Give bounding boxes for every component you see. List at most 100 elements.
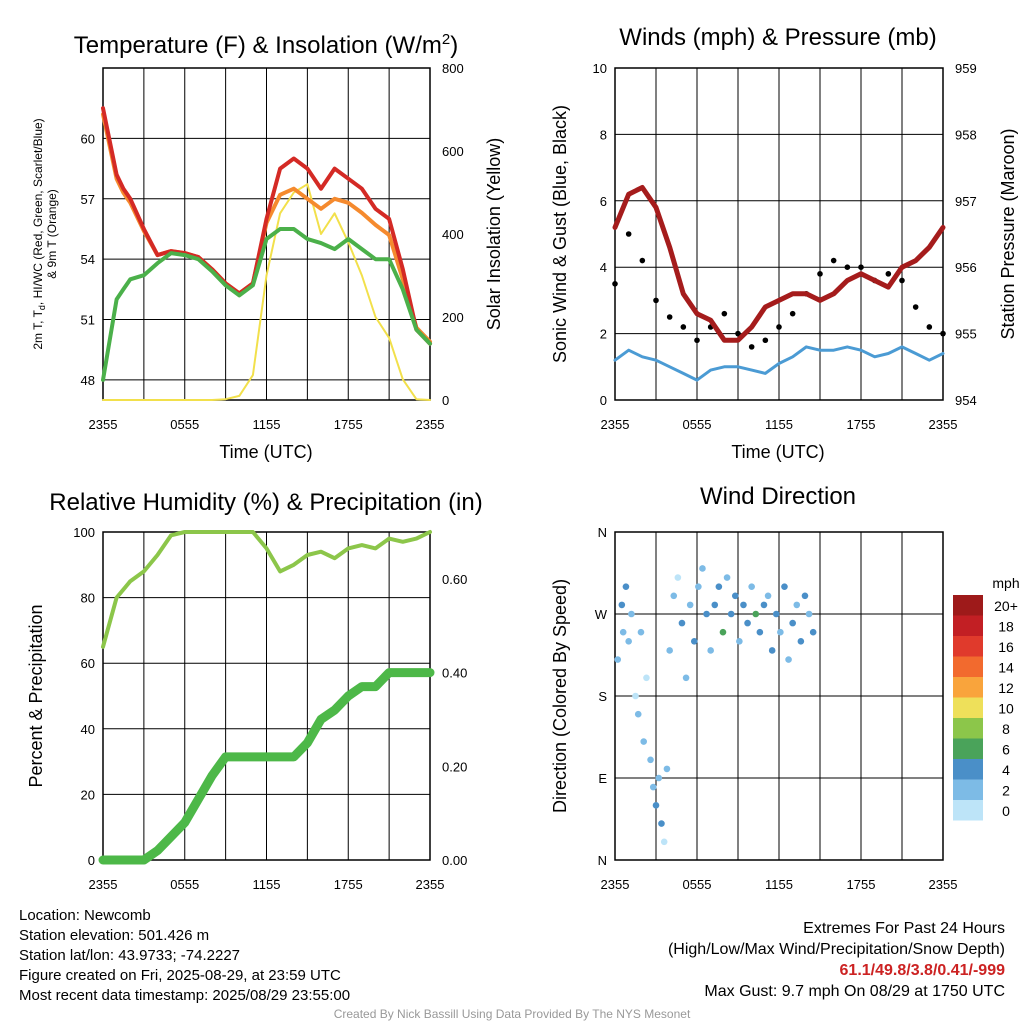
y2-tick-label: 956 xyxy=(955,260,977,275)
legend-swatch xyxy=(953,800,983,821)
gust-point xyxy=(694,337,700,344)
gust-point xyxy=(735,330,741,337)
gust-point xyxy=(639,257,646,264)
direction-point xyxy=(723,574,731,581)
direction-point xyxy=(686,601,694,609)
gust-point xyxy=(625,231,632,237)
direction-point xyxy=(647,756,654,764)
credit-text: Created By Nick Bassill Using Data Provi… xyxy=(333,1007,691,1021)
y2-tick-label: 958 xyxy=(955,127,977,142)
extremes-info: Extremes For Past 24 Hours (High/Low/Max… xyxy=(668,918,1005,1002)
direction-point xyxy=(748,583,755,590)
direction-point xyxy=(619,628,627,636)
y2-tick-label: 200 xyxy=(442,310,464,325)
direction-ylabel: Direction (Colored By Speed) xyxy=(550,579,570,813)
x-tick-label: 1755 xyxy=(847,877,876,892)
extremes-values: 61.1/49.8/3.8/0.41/-999 xyxy=(839,962,1005,979)
gust-point xyxy=(789,310,796,317)
direction-point xyxy=(678,619,686,627)
x-tick-label: 0555 xyxy=(170,417,199,432)
recent-text: Most recent data timestamp: 2025/08/29 2… xyxy=(19,987,351,1004)
legend-label: 4 xyxy=(1002,762,1010,778)
y2-tick-label: 0.20 xyxy=(442,759,467,774)
y2-tick-label: 957 xyxy=(955,194,977,209)
x-tick-label: 1155 xyxy=(765,417,793,432)
direction-point xyxy=(637,628,645,636)
gust-point xyxy=(926,324,933,330)
direction-point xyxy=(731,592,739,600)
y2-tick-label: 955 xyxy=(955,327,977,342)
legend-label: 12 xyxy=(998,680,1014,696)
pressure-series-line xyxy=(612,185,946,343)
x-tick-label: 1755 xyxy=(334,417,363,432)
legend-swatch xyxy=(953,759,983,780)
y2-tick-label: 600 xyxy=(442,144,464,159)
gust-point xyxy=(721,310,728,317)
x-tick-label: 2355 xyxy=(89,877,118,892)
direction-point xyxy=(625,638,632,645)
direction-point xyxy=(682,674,690,682)
x-tick-label: 1755 xyxy=(847,417,876,432)
gust-point xyxy=(666,314,673,320)
y-tick-label: 20 xyxy=(81,787,95,802)
y2-tick-label: 0.40 xyxy=(442,666,467,681)
plot-frame xyxy=(614,531,944,861)
y2-tick-label: 954 xyxy=(955,393,977,408)
x-tick-label: 1755 xyxy=(334,877,363,892)
legend-label: 14 xyxy=(998,660,1014,676)
direction-point xyxy=(658,820,665,827)
y-tick-label: 60 xyxy=(81,131,95,146)
location-text: Location: Newcomb xyxy=(19,907,151,924)
extremes-title: Extremes For Past 24 Hours xyxy=(803,920,1005,937)
y2-tick-label: 0.60 xyxy=(442,572,467,587)
x-tick-label: 2355 xyxy=(929,417,958,432)
gust-point xyxy=(748,344,755,350)
gust-point xyxy=(858,264,864,271)
dewpoint-series-line xyxy=(101,227,432,382)
y-tick-label: 60 xyxy=(81,656,95,671)
y-tick-label: 54 xyxy=(81,252,95,267)
direction-point xyxy=(801,592,809,600)
plot-frame xyxy=(102,67,431,401)
elevation-text: Station elevation: 501.426 m xyxy=(19,927,210,944)
winds-xlabel: Time (UTC) xyxy=(731,442,824,462)
direction-point xyxy=(634,710,642,718)
y-tick-label: 2 xyxy=(600,327,607,342)
y-tick-label: E xyxy=(598,771,607,786)
direction-point xyxy=(628,610,635,618)
legend-swatch xyxy=(953,656,983,677)
legend-label: 20+ xyxy=(994,598,1018,614)
direction-point xyxy=(789,619,796,627)
speed-legend: 20+ 18 16 14 12 10 8 6 4 2 0 xyxy=(953,595,1018,821)
y2-tick-label: 0.00 xyxy=(442,853,467,868)
winds-title: Winds (mph) & Pressure (mb) xyxy=(619,24,936,51)
direction-point xyxy=(703,610,710,618)
direction-point xyxy=(744,619,751,627)
plot-frame xyxy=(102,531,431,861)
legend-swatch xyxy=(953,697,983,718)
gust-point xyxy=(885,271,892,277)
legend-label: 10 xyxy=(998,701,1014,717)
gust-point xyxy=(817,271,823,277)
direction-point xyxy=(785,656,792,663)
direction-point xyxy=(674,574,682,581)
legend-label: 0 xyxy=(1002,803,1010,819)
gust-point xyxy=(612,281,618,287)
gust-point xyxy=(844,264,851,271)
direction-point xyxy=(719,628,727,636)
x-tick-label: 1155 xyxy=(253,417,281,432)
x-tick-label: 1155 xyxy=(253,877,281,892)
solar-series-line xyxy=(102,183,431,401)
precip-series-line xyxy=(98,668,435,865)
y-tick-label: 4 xyxy=(600,260,607,275)
direction-point xyxy=(736,638,743,645)
legend-swatch xyxy=(953,677,983,698)
x-tick-label: 2355 xyxy=(601,417,630,432)
created-text: Figure created on Fri, 2025-08-29, at 23… xyxy=(19,967,341,984)
direction-point xyxy=(756,628,764,636)
direction-point xyxy=(715,583,723,590)
y-tick-label: 80 xyxy=(81,591,95,606)
legend-swatch xyxy=(953,595,983,616)
rh-series-line xyxy=(101,530,432,649)
direction-point xyxy=(797,638,805,645)
